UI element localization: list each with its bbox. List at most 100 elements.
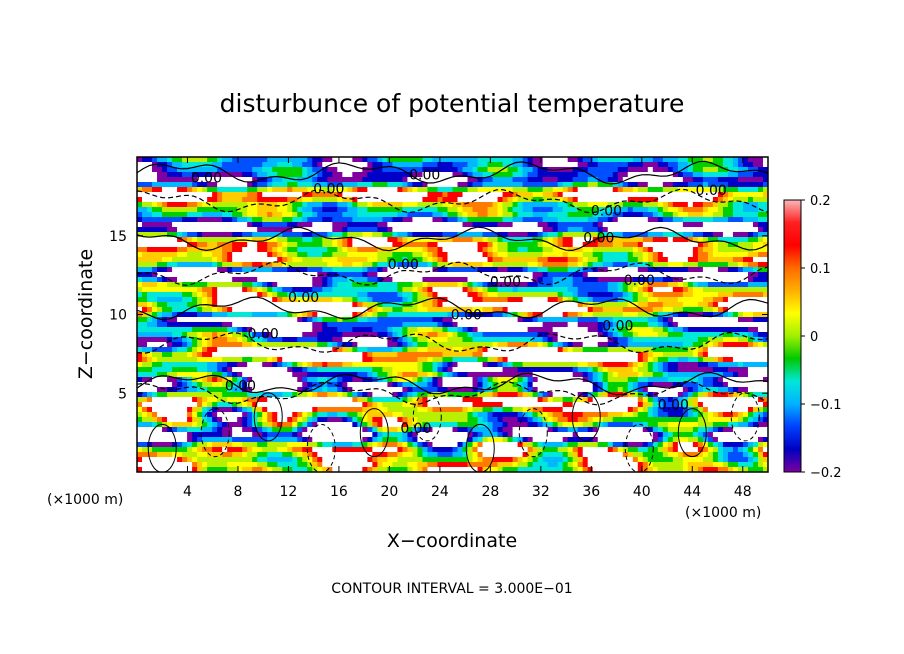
heatmap-cell bbox=[562, 282, 569, 288]
heatmap-cell bbox=[642, 252, 649, 258]
heatmap-cell bbox=[447, 217, 454, 223]
heatmap-cell bbox=[597, 327, 604, 333]
heatmap-cell bbox=[607, 262, 614, 268]
heatmap-cell bbox=[452, 272, 459, 278]
heatmap-cell bbox=[502, 162, 509, 168]
heatmap-cell bbox=[172, 297, 178, 303]
heatmap-cell bbox=[757, 257, 764, 263]
heatmap-cell bbox=[747, 237, 754, 243]
heatmap-cell bbox=[222, 252, 228, 258]
heatmap-cell bbox=[662, 312, 669, 318]
heatmap-cell bbox=[512, 157, 519, 163]
heatmap-cell bbox=[662, 347, 669, 353]
heatmap-cell bbox=[677, 277, 684, 283]
heatmap-cell bbox=[552, 222, 559, 228]
heatmap-cell bbox=[167, 327, 173, 333]
heatmap-cell bbox=[477, 182, 484, 188]
heatmap-cell bbox=[632, 187, 639, 193]
heatmap-cell bbox=[757, 302, 764, 308]
heatmap-cell bbox=[317, 232, 323, 238]
heatmap-cell bbox=[307, 222, 313, 228]
heatmap-cell bbox=[372, 217, 378, 223]
heatmap-cell bbox=[647, 307, 654, 313]
heatmap-cell bbox=[552, 317, 559, 323]
heatmap-cell bbox=[237, 317, 243, 323]
heatmap-cell bbox=[292, 242, 298, 248]
heatmap-cell bbox=[297, 202, 303, 208]
heatmap-cell bbox=[627, 332, 634, 338]
heatmap-cell bbox=[312, 287, 318, 293]
heatmap-cell bbox=[557, 227, 564, 233]
heatmap-cell bbox=[287, 292, 293, 298]
heatmap-cell bbox=[567, 282, 574, 288]
heatmap-cell bbox=[282, 257, 288, 263]
heatmap-cell bbox=[567, 227, 574, 233]
heatmap-cell bbox=[632, 252, 639, 258]
heatmap-cell bbox=[707, 327, 714, 333]
heatmap-cell bbox=[292, 267, 298, 273]
heatmap-cell bbox=[397, 347, 404, 353]
heatmap-cell bbox=[222, 217, 228, 223]
heatmap-cell bbox=[277, 192, 283, 198]
heatmap-cell bbox=[267, 302, 273, 308]
heatmap-cell bbox=[742, 187, 749, 193]
heatmap-cell bbox=[317, 207, 323, 213]
heatmap-cell bbox=[397, 192, 404, 198]
heatmap-cell bbox=[392, 292, 399, 298]
heatmap-cell bbox=[232, 192, 238, 198]
heatmap-cell bbox=[582, 172, 589, 178]
heatmap-cell bbox=[457, 272, 464, 278]
heatmap-cell bbox=[717, 187, 724, 193]
heatmap-cell bbox=[282, 207, 288, 213]
heatmap-cell bbox=[247, 267, 253, 273]
heatmap-cell bbox=[637, 207, 644, 213]
heatmap-cell bbox=[562, 242, 569, 248]
heatmap-cell bbox=[477, 162, 484, 168]
heatmap-cell bbox=[647, 267, 654, 273]
heatmap-cell bbox=[332, 317, 338, 323]
heatmap-cell bbox=[532, 302, 539, 308]
heatmap-cell bbox=[352, 262, 358, 268]
heatmap-cell bbox=[372, 317, 378, 323]
heatmap-cell bbox=[682, 322, 689, 328]
heatmap-cell bbox=[172, 322, 178, 328]
heatmap-cell bbox=[157, 207, 163, 213]
heatmap-cell bbox=[652, 202, 659, 208]
heatmap-cell bbox=[207, 237, 213, 243]
heatmap-cell bbox=[547, 317, 554, 323]
heatmap-cell bbox=[192, 222, 198, 228]
heatmap-cell bbox=[677, 182, 684, 188]
heatmap-cell bbox=[292, 162, 298, 168]
heatmap-cell bbox=[362, 202, 368, 208]
heatmap-cell bbox=[742, 172, 749, 178]
heatmap-cell bbox=[612, 332, 619, 338]
heatmap-cell bbox=[542, 287, 549, 293]
heatmap-cell bbox=[527, 252, 534, 258]
heatmap-cell bbox=[392, 162, 399, 168]
heatmap-cell bbox=[262, 352, 268, 358]
heatmap-cell bbox=[317, 287, 323, 293]
heatmap-cell bbox=[752, 157, 759, 163]
heatmap-cell bbox=[662, 237, 669, 243]
heatmap-cell bbox=[512, 252, 519, 258]
heatmap-cell bbox=[417, 242, 424, 248]
heatmap-cell bbox=[762, 322, 768, 328]
heatmap-cell bbox=[657, 212, 664, 218]
heatmap-cell bbox=[467, 177, 474, 183]
heatmap-cell bbox=[467, 302, 474, 308]
heatmap-cell bbox=[307, 212, 313, 218]
heatmap-cell bbox=[347, 182, 353, 188]
heatmap-cell bbox=[342, 207, 348, 213]
heatmap-cell bbox=[377, 172, 383, 178]
heatmap-cell bbox=[142, 232, 148, 238]
heatmap-cell bbox=[517, 277, 524, 283]
heatmap-cell bbox=[227, 262, 233, 268]
heatmap-cell bbox=[397, 317, 404, 323]
heatmap-cell bbox=[337, 202, 343, 208]
heatmap-cell bbox=[157, 272, 163, 278]
heatmap-cell bbox=[527, 352, 534, 358]
heatmap-cell bbox=[187, 212, 193, 218]
heatmap-cell bbox=[722, 307, 729, 313]
heatmap-cell bbox=[697, 192, 704, 198]
heatmap-cell bbox=[312, 242, 318, 248]
